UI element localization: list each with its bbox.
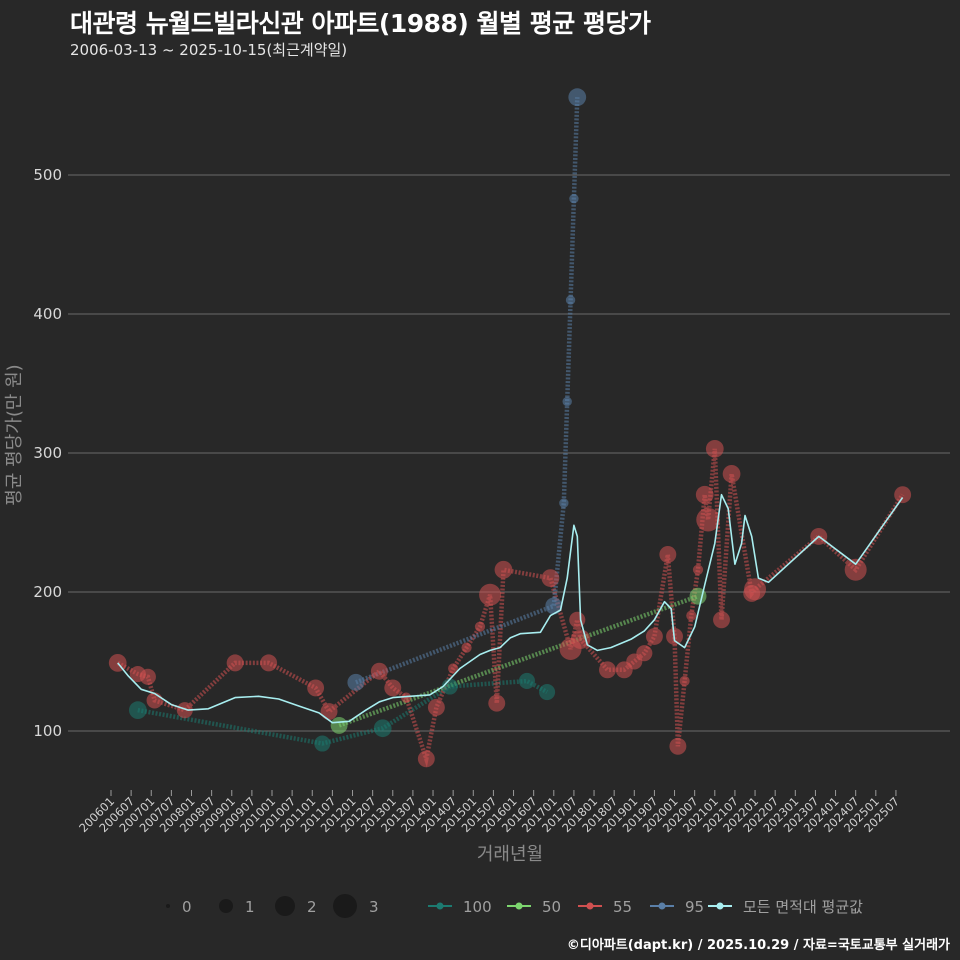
legend-label: 모든 면적대 평균값 <box>743 898 863 916</box>
size-legend-dot <box>166 904 170 908</box>
data-point-95 <box>559 498 569 508</box>
data-point-55 <box>427 698 445 716</box>
data-point-55 <box>636 645 653 662</box>
data-point-55 <box>645 628 663 645</box>
size-legend-label: 0 <box>182 898 192 916</box>
data-point-55 <box>695 485 714 504</box>
y-tick-label: 500 <box>33 166 62 184</box>
data-point-95 <box>565 295 576 305</box>
data-point-100 <box>128 701 147 720</box>
data-point-55 <box>474 621 486 632</box>
credit-text: ©디아파트(dapt.kr) / 2025.10.29 / 자료=국토교통부 실… <box>566 938 950 953</box>
legend-key-dot <box>586 902 594 910</box>
series-line-50 <box>338 594 699 728</box>
data-point-55 <box>722 464 741 483</box>
data-point-55 <box>494 560 513 579</box>
legend-label: 95 <box>685 898 704 916</box>
data-point-55 <box>570 629 591 649</box>
data-point-55 <box>659 546 677 563</box>
series-line-95 <box>355 97 580 685</box>
data-point-55 <box>488 694 506 712</box>
data-point-55 <box>146 692 163 709</box>
data-point-55 <box>844 558 867 581</box>
series-line-100 <box>137 678 549 746</box>
legend-key-dot <box>716 902 724 910</box>
average-line-group <box>117 493 904 724</box>
y-tick-label: 400 <box>33 305 62 323</box>
data-point-55 <box>401 692 412 703</box>
data-point-55 <box>679 675 690 687</box>
data-point-55 <box>448 663 459 674</box>
legend-key-dot <box>515 902 523 910</box>
data-point-95 <box>562 396 572 407</box>
legend-label: 100 <box>463 898 492 916</box>
size-legend-label: 3 <box>369 898 379 916</box>
data-point-100 <box>518 672 535 690</box>
data-point-55 <box>705 439 724 458</box>
chart-title: 대관령 뉴월드빌라신관 아파트(1988) 월별 평균 평당가 <box>70 9 651 38</box>
data-point-55 <box>696 507 720 532</box>
data-point-100 <box>539 684 556 701</box>
series-line-55 <box>116 448 905 768</box>
y-tick-label: 200 <box>33 583 62 601</box>
data-point-55 <box>226 654 244 672</box>
legend-key-dot <box>436 902 444 910</box>
data-point-95 <box>545 597 563 615</box>
legend-label: 55 <box>613 898 632 916</box>
series-points <box>108 88 912 768</box>
data-point-55 <box>260 654 278 672</box>
legend-label: 50 <box>542 898 561 916</box>
data-point-55 <box>669 737 687 755</box>
data-point-55 <box>108 654 127 672</box>
data-point-55 <box>320 703 338 720</box>
data-point-55 <box>541 569 560 587</box>
data-point-50 <box>330 716 348 734</box>
chart-subtitle: 2006-03-13 ~ 2025-10-15(최근계약일) <box>70 41 348 59</box>
data-point-55 <box>139 668 156 685</box>
y-axis: 100 200 300 400 500 <box>33 166 62 740</box>
y-tick-label: 100 <box>33 722 62 740</box>
size-legend-label: 1 <box>245 898 255 916</box>
x-axis-title: 거래년월 <box>477 844 543 865</box>
data-point-55 <box>479 583 502 606</box>
data-point-95 <box>568 88 587 107</box>
data-point-55 <box>744 578 767 601</box>
legend-key-dot <box>658 902 666 910</box>
data-point-55 <box>713 611 730 629</box>
data-point-100 <box>314 735 331 752</box>
data-point-55 <box>370 662 388 680</box>
size-legend-dot <box>275 896 295 916</box>
x-axis: 2006012006072007012007072008012008072009… <box>76 790 902 835</box>
grid-lines <box>68 174 950 732</box>
data-point-55 <box>417 750 435 768</box>
data-point-95 <box>569 193 579 204</box>
y-tick-label: 300 <box>33 444 62 462</box>
size-legend-dot <box>219 899 233 913</box>
size-legend-dot <box>333 894 357 918</box>
data-point-100 <box>373 719 392 738</box>
data-point-55 <box>461 642 472 653</box>
data-point-55 <box>686 610 697 621</box>
data-point-55 <box>176 702 193 719</box>
data-point-55 <box>384 679 402 697</box>
data-point-95 <box>347 673 365 691</box>
data-point-55 <box>598 661 616 679</box>
y-axis-title: 평균 평당가(만 원) <box>4 364 25 505</box>
data-point-55 <box>692 564 704 575</box>
data-point-55 <box>894 486 912 504</box>
legend: 0 1 2 3 100 50 55 95 모든 면적대 평균값 <box>166 894 863 918</box>
data-point-55 <box>307 679 325 697</box>
size-legend-label: 2 <box>307 898 317 916</box>
average-line <box>117 493 904 724</box>
